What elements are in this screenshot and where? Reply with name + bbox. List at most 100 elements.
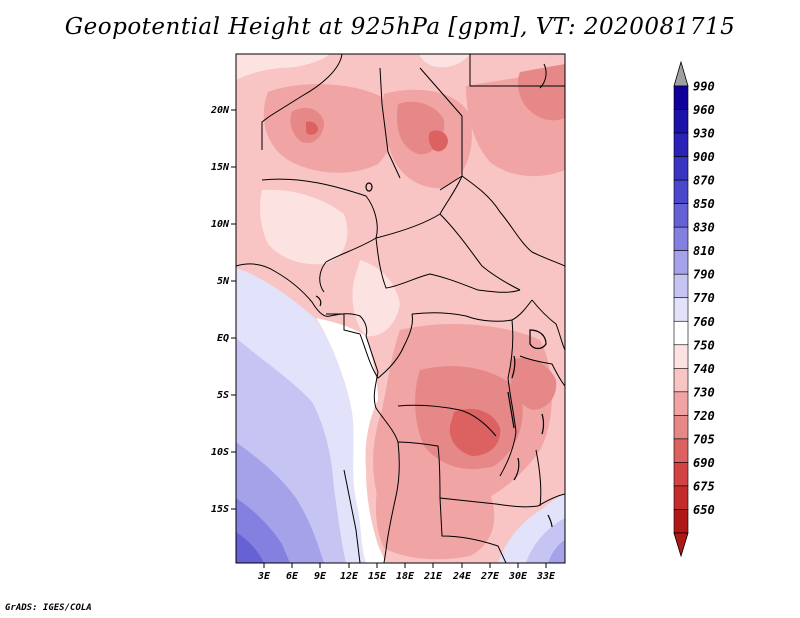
border-nigeria-cameroon bbox=[319, 237, 377, 293]
lat-label: EQ bbox=[217, 333, 229, 344]
shade-angola-730 bbox=[375, 469, 495, 560]
colorbar-cell bbox=[673, 462, 689, 487]
lake-malawi bbox=[541, 413, 545, 435]
map-panel: 20N 15N 10N 5N EQ 5S 10S 15S 3E 6E bbox=[210, 53, 566, 582]
border-niger-chad bbox=[379, 67, 401, 179]
colorbar-label: 705 bbox=[693, 432, 715, 446]
colorbar-label: 870 bbox=[693, 174, 715, 188]
lake-victoria bbox=[529, 329, 547, 350]
colorbar-label: 830 bbox=[693, 221, 715, 235]
map-frame bbox=[235, 53, 566, 564]
colorbar-label: 810 bbox=[693, 244, 715, 258]
border-mali-algeria bbox=[261, 54, 343, 150]
colorbar-cell bbox=[673, 344, 689, 369]
shade-ocean-850 bbox=[236, 532, 264, 563]
map-title: Geopotential Height at 925hPa [gpm], VT:… bbox=[64, 14, 736, 40]
lat-label: 10S bbox=[211, 447, 229, 458]
grads-credit: GrADS: IGES/COLA bbox=[5, 603, 92, 613]
colorbar-top-triangle bbox=[673, 60, 689, 87]
colorbar-cell bbox=[673, 391, 689, 416]
colorbar-cell bbox=[673, 132, 689, 157]
border-namibia-botswana bbox=[439, 497, 507, 563]
atlantic-coastline bbox=[236, 263, 399, 443]
colorbar-label: 650 bbox=[693, 503, 715, 517]
border-zambia-mozambique bbox=[495, 493, 565, 508]
colorbar-cell bbox=[673, 297, 689, 322]
colorbar-cell bbox=[673, 156, 689, 181]
lon-label: 24E bbox=[452, 571, 472, 582]
angola-coastline bbox=[383, 441, 400, 563]
lat-label: 5N bbox=[217, 276, 230, 287]
colorbar-cell bbox=[673, 415, 689, 440]
shade-gabon-750 bbox=[352, 260, 400, 337]
lon-label: 15E bbox=[368, 571, 387, 582]
border-drc-north bbox=[411, 299, 533, 322]
lon-label: 27E bbox=[480, 571, 500, 582]
shade-chad-705 bbox=[428, 130, 448, 152]
colorbar-label: 750 bbox=[693, 338, 715, 352]
lat-tick-marks bbox=[231, 109, 236, 510]
shade-sahara-705 bbox=[306, 121, 318, 135]
border-uganda-kenya bbox=[531, 299, 565, 351]
shade-north2-750 bbox=[420, 54, 470, 68]
border-sudan-south bbox=[439, 175, 565, 267]
colorbar-cell bbox=[673, 320, 689, 346]
lon-label: 9E bbox=[314, 571, 327, 582]
colorbar-label: 850 bbox=[693, 197, 715, 211]
colorbar-label: 730 bbox=[693, 385, 715, 399]
border-angola-zambia bbox=[397, 441, 497, 505]
shade-north-750 bbox=[236, 54, 330, 80]
lon-label: 30E bbox=[508, 571, 528, 582]
lake-kariba bbox=[547, 514, 553, 528]
shade-westafrica-750 bbox=[260, 189, 348, 265]
lat-label: 5S bbox=[217, 390, 229, 401]
border-car-north bbox=[375, 213, 521, 291]
lat-label: 15N bbox=[211, 162, 230, 173]
colorbar-cell bbox=[673, 226, 689, 251]
colorbar-cell bbox=[673, 509, 689, 534]
colorbar-label: 930 bbox=[693, 127, 715, 141]
lon-label: 21E bbox=[423, 571, 443, 582]
colorbar-label: 760 bbox=[693, 315, 715, 329]
shade-sahara-730 bbox=[263, 84, 392, 173]
shade-sudan-720 bbox=[517, 64, 565, 121]
colorbar-label: 990 bbox=[693, 80, 715, 94]
red-sea-coast bbox=[539, 63, 547, 89]
colorbar-label: 790 bbox=[693, 268, 715, 282]
colorbar-cell bbox=[673, 203, 689, 228]
border-car-south bbox=[375, 237, 521, 293]
colorbar-bottom-triangle bbox=[673, 532, 689, 558]
border-drc-angola bbox=[397, 404, 497, 437]
colorbar-label: 740 bbox=[693, 362, 715, 376]
colorbar-label: 675 bbox=[693, 479, 715, 493]
lon-label: 18E bbox=[396, 571, 415, 582]
lon-tick-labels: 3E 6E 9E 12E 15E 18E 21E 24E 27E 30E 33E bbox=[257, 571, 556, 582]
lon-label: 33E bbox=[536, 571, 556, 582]
lon-label: 6E bbox=[286, 571, 299, 582]
border-equatorial-guinea bbox=[326, 313, 361, 335]
colorbar-cell bbox=[673, 273, 689, 299]
lat-label: 15S bbox=[211, 504, 229, 515]
lake-chad bbox=[365, 182, 373, 192]
lake-kivu bbox=[511, 355, 516, 379]
border-nigeria-north bbox=[261, 178, 378, 239]
colorbar: 990 960 930 900 870 850 830 810 790 770 760 750 740 7… bbox=[673, 60, 715, 558]
colorbar-label: 770 bbox=[693, 291, 715, 305]
lon-tick-marks bbox=[263, 563, 547, 568]
border-namibia-coast-inner bbox=[343, 469, 361, 563]
shade-eastafrica-720 bbox=[509, 358, 557, 410]
lat-label: 10N bbox=[211, 219, 230, 230]
border-tanzania-north bbox=[519, 355, 565, 387]
border-egypt-sudan bbox=[469, 54, 565, 87]
shade-coast-760 bbox=[316, 318, 386, 563]
country-borders bbox=[236, 54, 565, 563]
colorbar-cell bbox=[673, 368, 689, 393]
border-chad-sudan bbox=[419, 67, 463, 191]
colorbar-cell bbox=[673, 485, 689, 510]
colorbar-cell bbox=[673, 250, 689, 275]
colorbar-cell bbox=[673, 85, 689, 110]
colorbar-labels: 990 960 930 900 870 850 830 810 790 770 760 750 740 7… bbox=[693, 80, 715, 517]
colorbar-label: 720 bbox=[693, 409, 715, 423]
